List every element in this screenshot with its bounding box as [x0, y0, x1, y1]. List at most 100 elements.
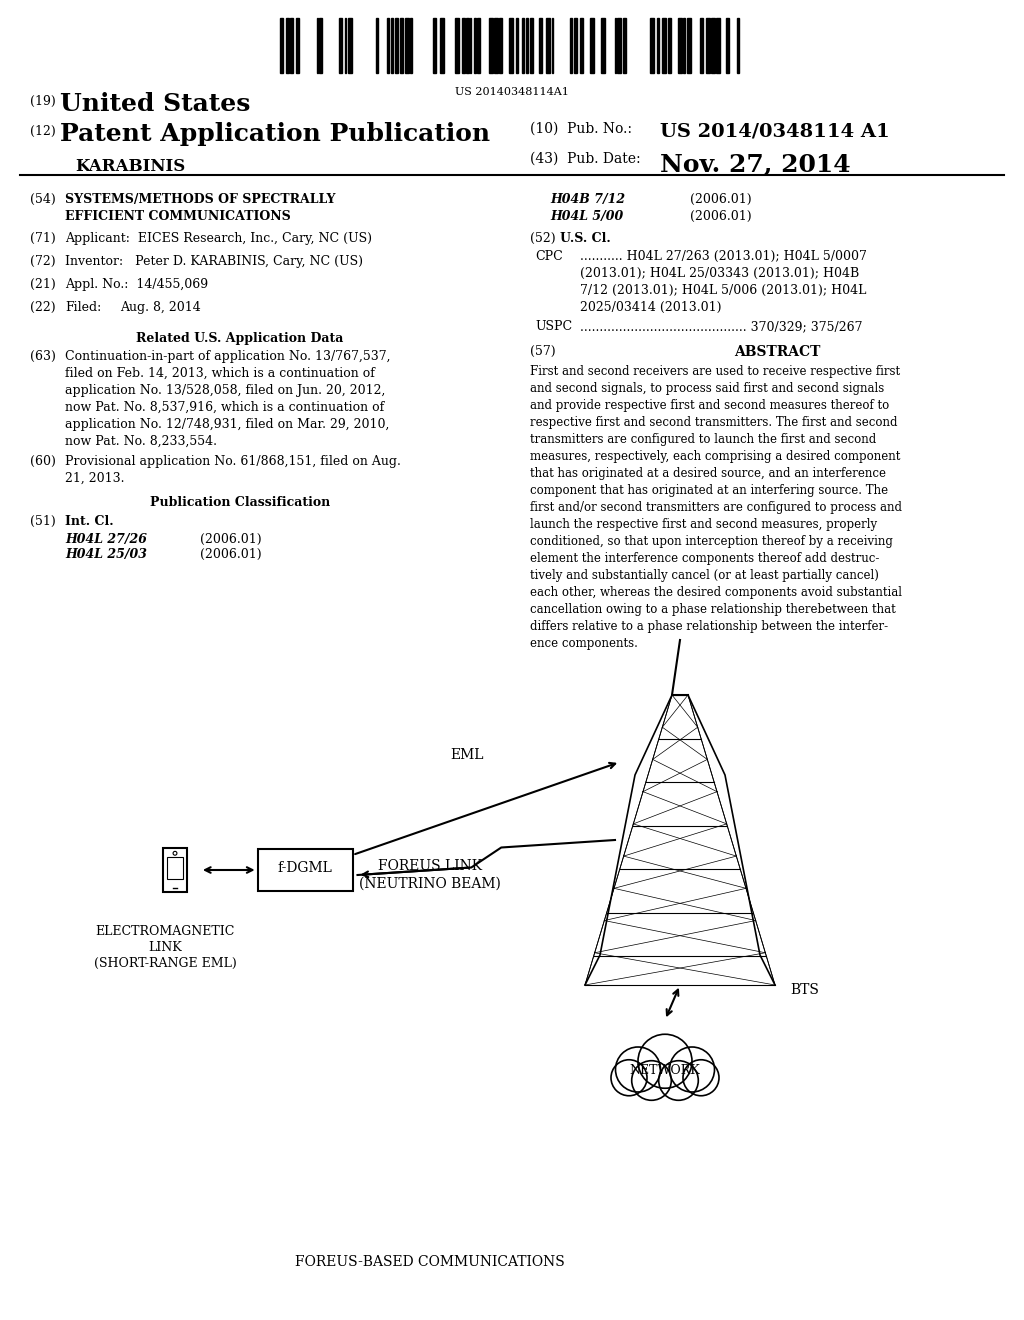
Text: H04B 7/12: H04B 7/12	[550, 193, 625, 206]
Text: FOREUS LINK
(NEUTRINO BEAM): FOREUS LINK (NEUTRINO BEAM)	[359, 859, 501, 891]
Text: ELECTROMAGNETIC
LINK
(SHORT-RANGE EML): ELECTROMAGNETIC LINK (SHORT-RANGE EML)	[93, 925, 237, 970]
Text: Publication Classification: Publication Classification	[150, 496, 330, 510]
Text: Applicant:  EICES Research, Inc., Cary, NC (US): Applicant: EICES Research, Inc., Cary, N…	[65, 232, 372, 246]
Bar	[499, 18, 502, 73]
Text: (51): (51)	[30, 515, 55, 528]
Text: NETWORK: NETWORK	[630, 1064, 700, 1077]
Text: EML: EML	[450, 748, 483, 762]
Bar	[711, 18, 715, 73]
Text: (2006.01): (2006.01)	[200, 548, 261, 561]
Text: ABSTRACT: ABSTRACT	[734, 345, 820, 359]
Bar	[395, 18, 398, 73]
Text: (54): (54)	[30, 193, 55, 206]
Circle shape	[683, 1060, 719, 1096]
Bar	[440, 18, 444, 73]
Bar	[530, 18, 534, 73]
Bar	[617, 18, 621, 73]
Circle shape	[632, 1061, 672, 1101]
Bar	[580, 18, 583, 73]
Text: (52): (52)	[530, 232, 556, 246]
Text: (2006.01): (2006.01)	[690, 210, 752, 223]
Bar	[650, 18, 654, 73]
Text: Patent Application Publication: Patent Application Publication	[60, 121, 490, 147]
Text: CPC: CPC	[535, 249, 563, 263]
Text: Nov. 27, 2014: Nov. 27, 2014	[660, 152, 851, 176]
Bar	[319, 18, 322, 73]
Bar	[509, 18, 513, 73]
Circle shape	[658, 1061, 698, 1101]
Bar	[474, 18, 476, 73]
Bar	[706, 18, 710, 73]
Bar	[494, 18, 498, 73]
Text: First and second receivers are used to receive respective first
and second signa: First and second receivers are used to r…	[530, 366, 902, 649]
Text: ........................................... 370/329; 375/267: ........................................…	[580, 319, 862, 333]
Text: H04L 5/00: H04L 5/00	[550, 210, 624, 223]
Bar	[522, 18, 524, 73]
Bar	[662, 18, 666, 73]
Bar	[296, 18, 299, 73]
Text: (19): (19)	[30, 95, 55, 108]
Bar	[339, 18, 342, 73]
Circle shape	[615, 1047, 660, 1092]
Bar	[466, 18, 469, 73]
Text: (21): (21)	[30, 279, 55, 290]
Text: FOREUS-BASED COMMUNICATIONS: FOREUS-BASED COMMUNICATIONS	[295, 1255, 565, 1269]
Text: (12): (12)	[30, 125, 55, 139]
Bar	[410, 18, 412, 73]
Text: H04L 25/03: H04L 25/03	[65, 548, 147, 561]
Text: KARABINIS: KARABINIS	[75, 158, 185, 176]
Bar	[687, 18, 691, 73]
Bar	[406, 18, 409, 73]
Bar	[683, 18, 685, 73]
Text: (22): (22)	[30, 301, 55, 314]
Bar	[546, 18, 550, 73]
Bar	[737, 18, 739, 73]
Bar	[348, 18, 352, 73]
Text: ........... H04L 27/263 (2013.01); H04L 5/0007
(2013.01); H04L 25/03343 (2013.01: ........... H04L 27/263 (2013.01); H04L …	[580, 249, 867, 314]
Text: (10)  Pub. No.:: (10) Pub. No.:	[530, 121, 632, 136]
Circle shape	[670, 1047, 715, 1092]
Text: United States: United States	[60, 92, 251, 116]
Bar	[716, 18, 720, 73]
Bar	[477, 18, 480, 73]
Circle shape	[611, 1060, 647, 1096]
Bar	[167, 857, 183, 879]
Bar	[570, 18, 572, 73]
Bar	[668, 18, 671, 73]
Text: Int. Cl.: Int. Cl.	[65, 515, 114, 528]
Bar	[700, 18, 703, 73]
Bar	[526, 18, 528, 73]
Bar	[280, 18, 283, 73]
Text: Inventor:   Peter D. KARABINIS, Cary, NC (US): Inventor: Peter D. KARABINIS, Cary, NC (…	[65, 255, 362, 268]
Text: USPC: USPC	[535, 319, 572, 333]
Bar	[623, 18, 626, 73]
Text: (43)  Pub. Date:: (43) Pub. Date:	[530, 152, 641, 166]
Bar	[574, 18, 577, 73]
Bar	[290, 18, 293, 73]
Bar	[590, 18, 594, 73]
Text: Provisional application No. 61/868,151, filed on Aug.
21, 2013.: Provisional application No. 61/868,151, …	[65, 455, 400, 484]
Text: (57): (57)	[530, 345, 556, 358]
Text: Related U.S. Application Data: Related U.S. Application Data	[136, 333, 344, 345]
Bar	[678, 18, 682, 73]
Text: SYSTEMS/METHODS OF SPECTRALLY
EFFICIENT COMMUNICATIONS: SYSTEMS/METHODS OF SPECTRALLY EFFICIENT …	[65, 193, 336, 223]
Bar	[163, 847, 187, 892]
Bar	[726, 18, 729, 73]
Text: Continuation-in-part of application No. 13/767,537,
filed on Feb. 14, 2013, whic: Continuation-in-part of application No. …	[65, 350, 390, 447]
Bar	[601, 18, 605, 73]
Bar	[387, 18, 389, 73]
Text: Filed:: Filed:	[65, 301, 101, 314]
Text: (63): (63)	[30, 350, 56, 363]
Bar	[455, 18, 459, 73]
Bar	[400, 18, 403, 73]
Text: US 20140348114A1: US 20140348114A1	[455, 87, 569, 96]
Text: H04L 27/26: H04L 27/26	[65, 533, 147, 546]
Bar	[433, 18, 436, 73]
Text: US 2014/0348114 A1: US 2014/0348114 A1	[660, 121, 890, 140]
Bar	[286, 18, 289, 73]
Text: (72): (72)	[30, 255, 55, 268]
Text: Appl. No.:  14/455,069: Appl. No.: 14/455,069	[65, 279, 208, 290]
Bar	[516, 18, 518, 73]
Bar	[462, 18, 465, 73]
Text: (60): (60)	[30, 455, 56, 469]
